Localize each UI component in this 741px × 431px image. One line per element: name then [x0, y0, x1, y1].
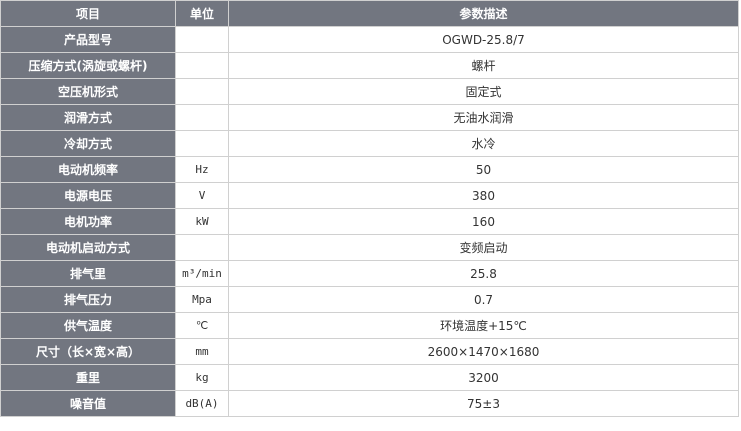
row-unit: Mpa [175, 286, 229, 313]
header-row: 项目 单位 参数描述 [0, 0, 739, 27]
row-value: 50 [228, 156, 739, 183]
row-label: 尺寸（长×宽×高） [0, 338, 176, 365]
table-row: 尺寸（长×宽×高） mm 2600×1470×1680 [0, 338, 739, 365]
table-row: 压缩方式(涡旋或螺杆) 螺杆 [0, 52, 739, 79]
table-row: 供气温度 ℃ 环境温度+15℃ [0, 312, 739, 339]
row-value: 水冷 [228, 130, 739, 157]
row-value: 75±3 [228, 390, 739, 417]
row-value: 无油水润滑 [228, 104, 739, 131]
row-unit [175, 26, 229, 53]
table-row: 重里 kg 3200 [0, 364, 739, 391]
table-row: 冷却方式 水冷 [0, 130, 739, 157]
row-value: 变频启动 [228, 234, 739, 261]
row-value: 0.7 [228, 286, 739, 313]
row-unit [175, 52, 229, 79]
row-unit: kg [175, 364, 229, 391]
row-value: 螺杆 [228, 52, 739, 79]
table-row: 电动机频率 Hz 50 [0, 156, 739, 183]
row-label: 噪音值 [0, 390, 176, 417]
header-desc: 参数描述 [228, 0, 739, 27]
row-value: OGWD-25.8/7 [228, 26, 739, 53]
row-unit: kW [175, 208, 229, 235]
row-label: 压缩方式(涡旋或螺杆) [0, 52, 176, 79]
row-value: 3200 [228, 364, 739, 391]
table-row: 电机功率 kW 160 [0, 208, 739, 235]
row-unit: Hz [175, 156, 229, 183]
row-label: 润滑方式 [0, 104, 176, 131]
row-label: 供气温度 [0, 312, 176, 339]
row-label: 重里 [0, 364, 176, 391]
table-row: 空压机形式 固定式 [0, 78, 739, 105]
row-label: 排气压力 [0, 286, 176, 313]
row-label: 电机功率 [0, 208, 176, 235]
table-row: 产品型号 OGWD-25.8/7 [0, 26, 739, 53]
row-value: 2600×1470×1680 [228, 338, 739, 365]
row-unit: m³/min [175, 260, 229, 287]
row-unit: ℃ [175, 312, 229, 339]
row-unit: mm [175, 338, 229, 365]
row-label: 产品型号 [0, 26, 176, 53]
row-value: 160 [228, 208, 739, 235]
row-value: 25.8 [228, 260, 739, 287]
header-unit: 单位 [175, 0, 229, 27]
table-row: 电动机启动方式 变频启动 [0, 234, 739, 261]
row-label: 电动机频率 [0, 156, 176, 183]
row-label: 电源电压 [0, 182, 176, 209]
table-row: 排气压力 Mpa 0.7 [0, 286, 739, 313]
row-label: 排气里 [0, 260, 176, 287]
header-item: 项目 [0, 0, 176, 27]
row-unit: V [175, 182, 229, 209]
row-unit [175, 130, 229, 157]
row-label: 冷却方式 [0, 130, 176, 157]
row-unit: dB(A) [175, 390, 229, 417]
table-row: 噪音值 dB(A) 75±3 [0, 390, 739, 417]
row-value: 环境温度+15℃ [228, 312, 739, 339]
row-unit [175, 78, 229, 105]
row-label: 空压机形式 [0, 78, 176, 105]
row-value: 380 [228, 182, 739, 209]
table-row: 排气里 m³/min 25.8 [0, 260, 739, 287]
table-row: 电源电压 V 380 [0, 182, 739, 209]
row-value: 固定式 [228, 78, 739, 105]
row-unit [175, 234, 229, 261]
row-unit [175, 104, 229, 131]
table-row: 润滑方式 无油水润滑 [0, 104, 739, 131]
spec-table: 项目 单位 参数描述 产品型号 OGWD-25.8/7 压缩方式(涡旋或螺杆) 螺杆空… [0, 0, 739, 417]
row-label: 电动机启动方式 [0, 234, 176, 261]
